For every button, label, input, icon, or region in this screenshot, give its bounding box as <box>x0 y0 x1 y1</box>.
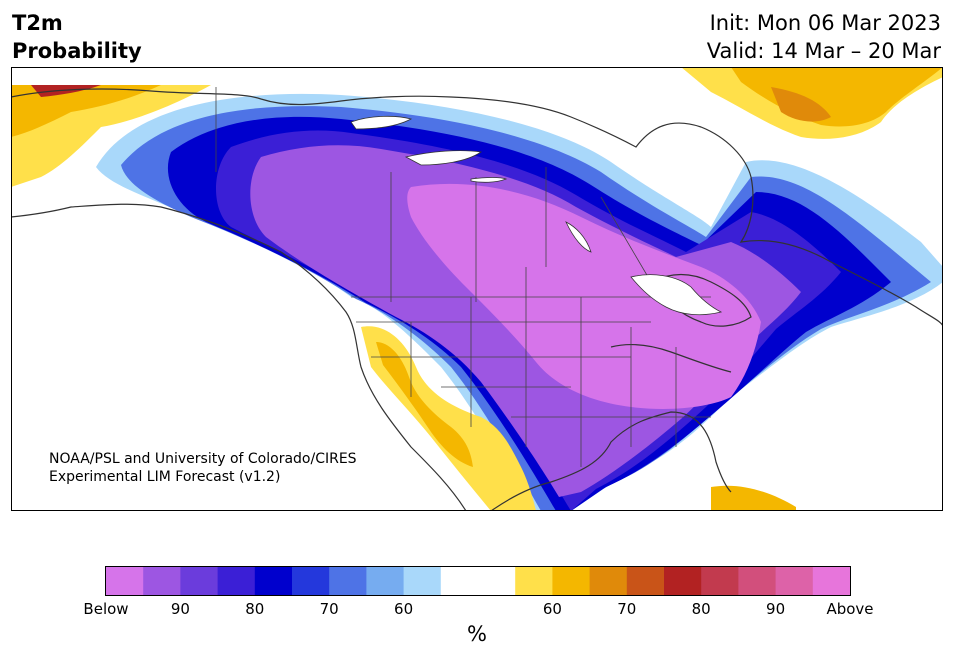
above-greenland-gold <box>731 67 943 127</box>
above-alaska-orange <box>11 85 161 137</box>
colorbar-tick-label: 80 <box>691 600 711 618</box>
title-variable: T2m <box>12 11 63 35</box>
political-boundaries <box>215 87 711 467</box>
colorbar-bin <box>701 567 739 595</box>
colorbar-bin <box>329 567 367 595</box>
colorbar-bin <box>440 567 479 595</box>
above-greenland-orange <box>771 87 831 122</box>
colorbar-tick-label: 90 <box>766 600 786 618</box>
forecast-dates: Init: Mon 06 Mar 2023 Valid: 14 Mar – 20… <box>707 9 941 65</box>
colorbar-tick-label: 70 <box>617 600 637 618</box>
colorbar-units: % <box>467 622 487 646</box>
above-caribbean <box>711 485 796 511</box>
lakes <box>350 115 723 316</box>
above-normal-shading <box>11 67 943 511</box>
title-type: Probability <box>12 39 142 63</box>
colorbar-bin <box>254 567 293 595</box>
map-title: T2m Probability <box>12 9 142 65</box>
colorbar-tick-label: Below <box>83 600 129 618</box>
colorbar-bin <box>403 567 442 595</box>
colorbar-bin <box>664 567 702 595</box>
valid-dates: Valid: 14 Mar – 20 Mar <box>706 39 941 63</box>
colorbar-bin <box>738 567 777 595</box>
credit-line-2: Experimental LIM Forecast (v1.2) <box>49 469 281 485</box>
coastlines <box>11 88 943 511</box>
colorbar-bin <box>217 567 256 595</box>
colorbar-tick-label: 90 <box>170 600 190 618</box>
colorbar-bin <box>106 567 144 595</box>
colorbar-bin <box>812 567 851 595</box>
above-alaska-red <box>31 85 101 97</box>
credit-text: NOAA/PSL and University of Colorado/CIRE… <box>49 450 357 486</box>
colorbar-bin <box>180 567 219 595</box>
colorbar-bin <box>143 567 181 595</box>
colorbar-bin <box>478 567 516 595</box>
colorbar-tick-label: Above <box>826 600 874 618</box>
colorbar-tick-label: 80 <box>245 600 265 618</box>
colorbar-bin <box>515 567 553 595</box>
colorbar-bin <box>626 567 665 595</box>
colorbar-tick-label: 60 <box>542 600 562 618</box>
credit-line-1: NOAA/PSL and University of Colorado/CIRE… <box>49 451 357 467</box>
colorbar-bin <box>552 567 591 595</box>
init-date: Init: Mon 06 Mar 2023 <box>709 11 941 35</box>
colorbar-bin <box>366 567 405 595</box>
colorbar-bin <box>292 567 330 595</box>
colorbar-bin <box>775 567 814 595</box>
colorbar-tick-label: 70 <box>319 600 339 618</box>
colorbar-bin <box>589 567 628 595</box>
colorbar-border <box>105 566 851 596</box>
colorbar <box>105 566 851 596</box>
colorbar-tick-label: 60 <box>394 600 414 618</box>
probability-map <box>11 67 943 511</box>
above-southwest-gold <box>376 342 473 467</box>
